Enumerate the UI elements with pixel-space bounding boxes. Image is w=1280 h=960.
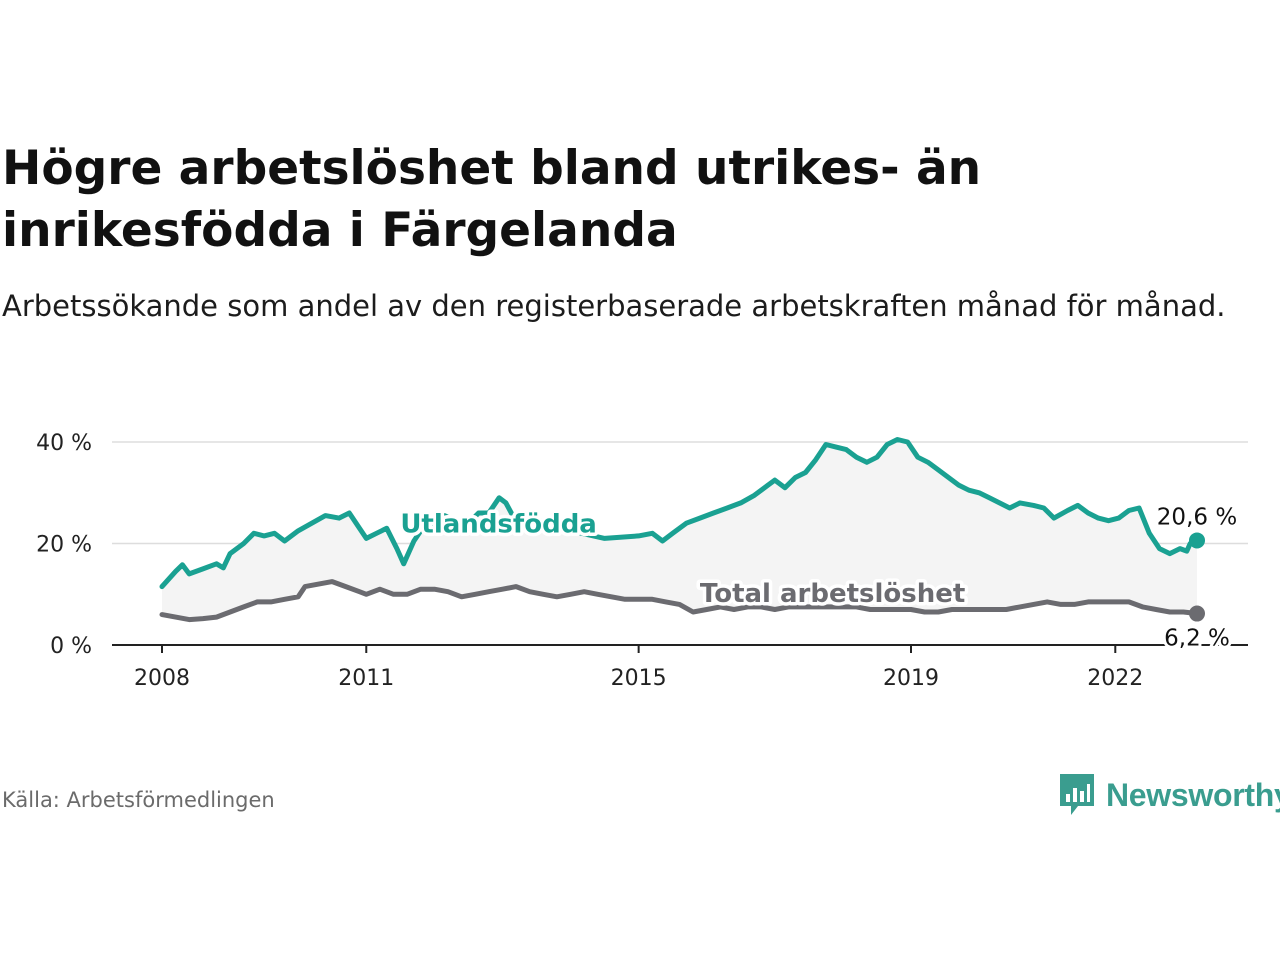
series-line-utlandsfodda — [159, 437, 1200, 590]
brand-name: Newsworthy — [1106, 776, 1280, 813]
x-tick-label: 2011 — [338, 666, 394, 691]
end-value-label: 6,2 % — [1164, 626, 1230, 652]
y-tick-label: 0 % — [50, 634, 92, 659]
y-tick-label: 40 % — [36, 431, 92, 456]
series-label-halo: Total arbetslöshet — [700, 579, 965, 609]
series-label-halo: Utlandsfödda — [400, 509, 597, 539]
end-value-halo: 6,2 % — [1164, 626, 1230, 652]
y-tick-label: 20 % — [36, 533, 92, 558]
newsworthy-logo: Newsworthy — [1058, 772, 1280, 818]
line-chart: 0 % 20 % 40 % 2008 2011 2015 2019 2022 Utlandsf… — [36, 431, 1248, 691]
end-value-halo: 20,6 % — [1157, 504, 1237, 530]
chart-title: Högre arbetslöshet bland utrikes- än inr… — [2, 141, 982, 258]
x-tick-label: 2008 — [134, 666, 190, 691]
source-note: Källa: Arbetsförmedlingen — [2, 788, 275, 812]
axes: 0 % 20 % 40 % 2008 2011 2015 2019 2022 — [36, 431, 1248, 691]
series-label-total: Total arbetslöshet — [700, 579, 965, 609]
chart-subtitle: Arbetssökande som andel av den registerb… — [2, 289, 1226, 323]
end-value-label: 20,6 % — [1157, 504, 1237, 530]
series-endpoint-utlandsfodda — [1189, 532, 1205, 549]
series-label-utlandsfodda: Utlandsfödda — [400, 509, 597, 539]
series-lines — [159, 437, 1205, 623]
series-endpoint-total — [1189, 605, 1205, 622]
x-tick-label: 2015 — [611, 666, 667, 691]
x-tick-label: 2022 — [1087, 666, 1143, 691]
newsworthy-icon — [1060, 774, 1094, 815]
x-tick-label: 2019 — [883, 666, 939, 691]
series-line-total — [159, 579, 1200, 623]
